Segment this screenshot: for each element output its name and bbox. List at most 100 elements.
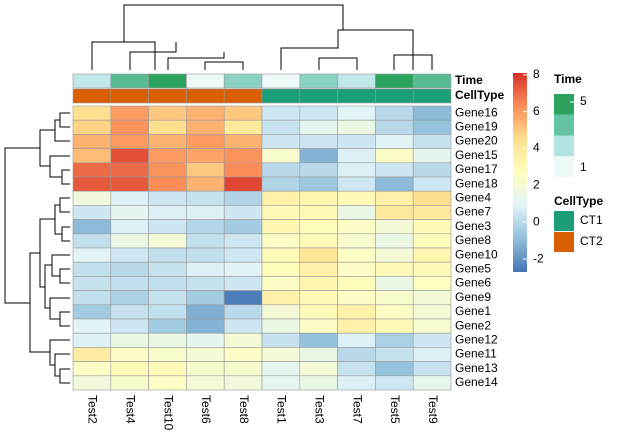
- heatmap-cell: [72, 119, 112, 135]
- color-scale-label: 4: [533, 141, 540, 155]
- heatmap-cell: [186, 290, 225, 306]
- celltype-annotation-cell: [337, 88, 376, 104]
- heatmap-cell: [337, 247, 376, 263]
- heatmap-cell: [261, 148, 301, 164]
- heatmap-cell: [337, 332, 376, 348]
- color-scale-label: 0: [533, 214, 540, 228]
- heatmap-cell: [223, 375, 263, 391]
- heatmap-cell: [412, 347, 452, 362]
- celltype-annotation-cell: [299, 88, 338, 104]
- celltype-legend-label: CT1: [580, 213, 603, 227]
- time-legend-block: [554, 156, 574, 177]
- heatmap-cell: [412, 290, 452, 306]
- heatmap-cell: [261, 233, 301, 249]
- column-label: Test7: [350, 395, 364, 424]
- heatmap-cell: [186, 219, 225, 235]
- heatmap-cell: [261, 134, 301, 149]
- heatmap-cell: [223, 276, 263, 291]
- time-annotation-cell: [186, 73, 225, 89]
- heatmap-cell: [186, 119, 225, 135]
- heatmap-cell: [337, 276, 376, 291]
- column-label: Test1: [275, 395, 289, 424]
- heatmap-cell: [72, 176, 112, 192]
- time-annotation-cell: [72, 73, 112, 89]
- heatmap-cell: [148, 318, 187, 334]
- heatmap-cell: [72, 162, 112, 178]
- heatmap-cell: [412, 375, 452, 391]
- heatmap-cell: [375, 375, 414, 391]
- heatmap-cell: [337, 361, 376, 377]
- heatmap-cell: [299, 347, 338, 362]
- heatmap-cell: [412, 176, 452, 192]
- heatmap-cell: [261, 347, 301, 362]
- time-annotation-cell: [375, 73, 414, 89]
- heatmap-cell: [148, 304, 187, 320]
- heatmap-cell: [110, 105, 149, 121]
- heatmap-cell: [412, 162, 452, 178]
- heatmap-cell: [186, 375, 225, 391]
- time-annotation-cell: [110, 73, 149, 89]
- heatmap-cell: [223, 347, 263, 362]
- heatmap-cell: [261, 361, 301, 377]
- heatmap-cell: [223, 233, 263, 249]
- row-label: Gene6: [455, 276, 491, 290]
- heatmap-cell: [110, 276, 149, 291]
- heatmap-cell: [72, 375, 112, 391]
- row-label: Gene17: [455, 162, 498, 176]
- color-scale-bar: [513, 73, 527, 272]
- heatmap-cell: [223, 190, 263, 206]
- row-label: Gene16: [455, 105, 498, 119]
- time-annotation-cell: [261, 73, 301, 89]
- row-label: Gene5: [455, 261, 491, 275]
- heatmap-cell: [72, 347, 112, 362]
- heatmap-cell: [299, 361, 338, 377]
- heatmap-cell: [223, 105, 263, 121]
- heatmap-cell: [110, 247, 149, 263]
- celltype-annotation-cell: [412, 88, 452, 104]
- heatmap-cell: [261, 290, 301, 306]
- heatmap-cell: [412, 205, 452, 220]
- heatmap-cell: [186, 233, 225, 249]
- heatmap-cell: [261, 332, 301, 348]
- heatmap-cell: [337, 290, 376, 306]
- heatmap-cell: [186, 105, 225, 121]
- time-annotation-cell: [412, 73, 452, 89]
- color-scale-label: 8: [533, 67, 540, 81]
- celltype-annotation-cell: [375, 88, 414, 104]
- heatmap-cell: [299, 148, 338, 164]
- annotation-label: Time: [455, 73, 483, 87]
- heatmap-cell: [148, 176, 187, 192]
- heatmap-cell: [412, 261, 452, 277]
- heatmap-cell: [299, 276, 338, 291]
- heatmap-cell: [148, 233, 187, 249]
- heatmap-cell: [72, 332, 112, 348]
- heatmap-cell: [412, 304, 452, 320]
- heatmap-cell: [299, 176, 338, 192]
- heatmap-cell: [148, 162, 187, 178]
- row-label: Gene13: [455, 361, 498, 375]
- heatmap-cell: [337, 347, 376, 362]
- heatmap-cell: [148, 219, 187, 235]
- heatmap-cell: [412, 119, 452, 135]
- heatmap-cell: [72, 361, 112, 377]
- heatmap-cell: [148, 276, 187, 291]
- heatmap-cell: [261, 119, 301, 135]
- heatmap-cell: [186, 332, 225, 348]
- heatmap-cell: [186, 304, 225, 320]
- column-label: Test4: [124, 395, 138, 424]
- heatmap-cell: [148, 261, 187, 277]
- heatmap-cell: [375, 205, 414, 220]
- row-label: Gene18: [455, 176, 498, 190]
- heatmap-cell: [412, 276, 452, 291]
- heatmap-cell: [412, 332, 452, 348]
- heatmap-cell: [148, 134, 187, 149]
- color-scale-label: 6: [533, 104, 540, 118]
- celltype-annotation-cell: [261, 88, 301, 104]
- column-label: Test2: [86, 395, 100, 424]
- heatmap-cell: [110, 134, 149, 149]
- heatmap-cell: [412, 361, 452, 377]
- heatmap-cell: [72, 134, 112, 149]
- heatmap-cell: [299, 318, 338, 334]
- heatmap-cell: [337, 148, 376, 164]
- heatmap-cell: [186, 148, 225, 164]
